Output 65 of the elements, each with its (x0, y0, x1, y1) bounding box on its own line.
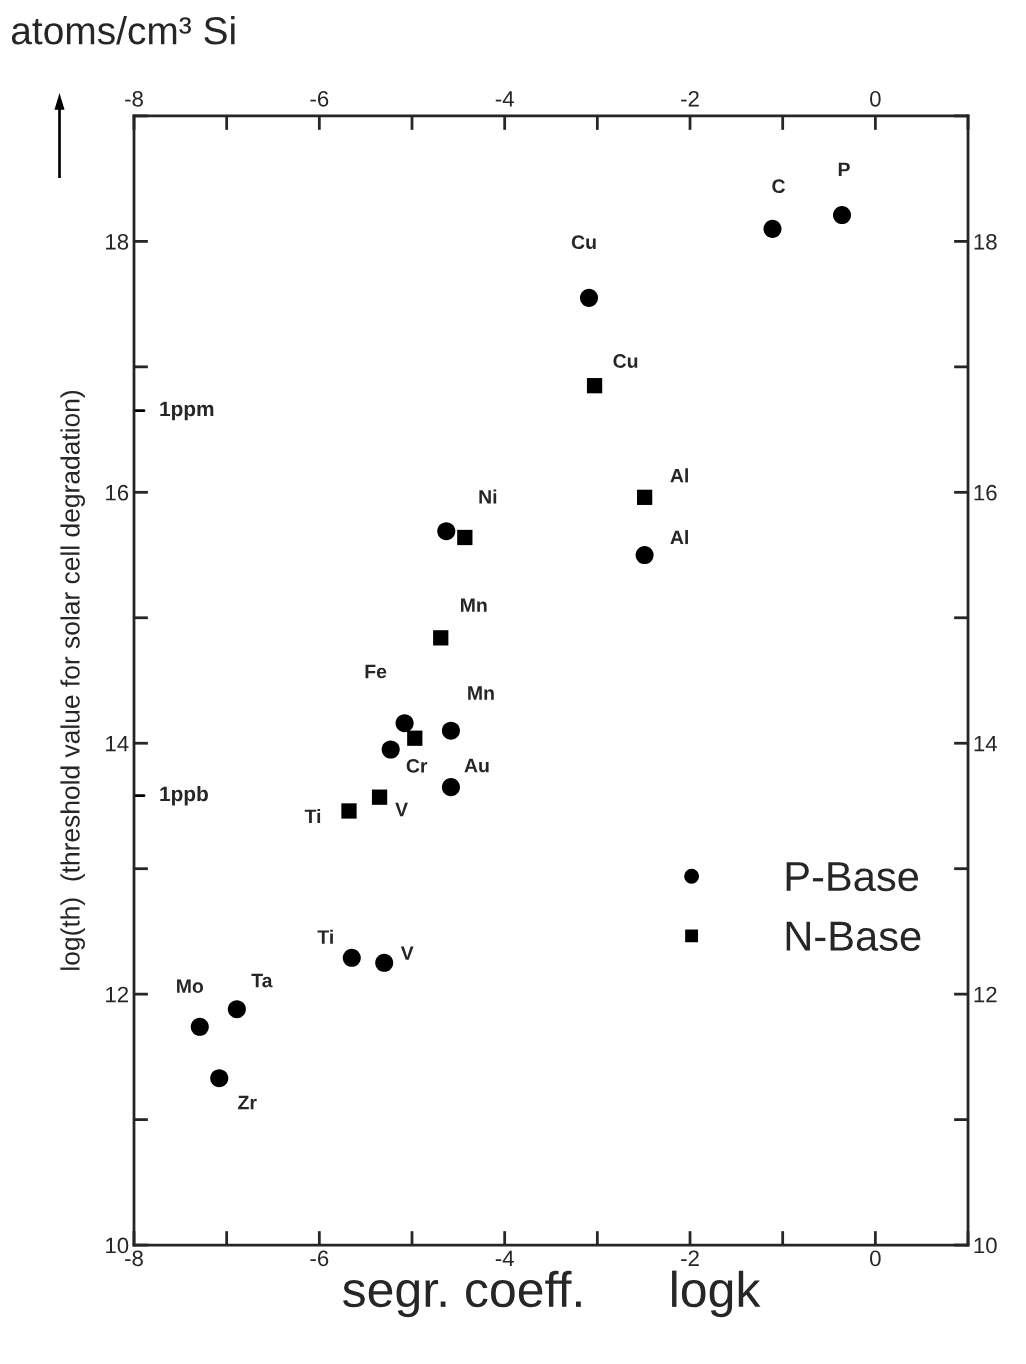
point (341, 803, 357, 819)
x2-tick-label: -6 (310, 90, 329, 107)
point (586, 378, 603, 394)
y2-tick-label: 18 (974, 233, 997, 250)
annotation: Cu (613, 354, 638, 368)
point (342, 948, 361, 967)
point (441, 721, 460, 740)
point (407, 730, 423, 746)
y-tick-label: 14 (106, 735, 129, 752)
annotation: Cu (571, 235, 596, 250)
legend-label: P-Base (786, 862, 919, 892)
point (433, 630, 449, 646)
point (227, 1000, 246, 1019)
y-tick-label: 18 (106, 233, 129, 250)
point (371, 789, 388, 805)
annotation: V (400, 946, 414, 960)
point (832, 206, 852, 225)
annotation: P (838, 162, 850, 177)
point (457, 529, 473, 546)
point (579, 288, 599, 307)
annotation: Mn (468, 686, 494, 700)
y2-tick-label: 12 (974, 986, 997, 1003)
annotation: Fe (365, 664, 387, 679)
y2-tick-label: 10 (974, 1237, 997, 1254)
chart-title: atoms/cm³ Si (11, 15, 235, 45)
x-tick-label: -4 (495, 1250, 514, 1267)
point (636, 489, 653, 505)
annotation: Ti (304, 808, 321, 823)
x2-tick-label: 0 (870, 90, 881, 107)
x-tick-label: -2 (681, 1250, 699, 1267)
annotation: C (772, 179, 785, 194)
point (381, 740, 400, 759)
annotation: V (395, 802, 408, 817)
annotation: Al (670, 468, 688, 483)
point (375, 953, 394, 972)
y-axis-title: log(th) (threshold value for solar cell degradation) (60, 390, 85, 970)
x-tick-label: -6 (310, 1250, 329, 1267)
annotation: Ta (251, 973, 273, 988)
x-axis-title: segr. coeff. logk (343, 1270, 761, 1318)
point (395, 714, 414, 733)
annotation: 1ppb (160, 785, 208, 806)
annotation: Mn (461, 598, 487, 612)
x2-tick-label: -8 (125, 90, 143, 107)
point (437, 522, 456, 541)
point (210, 1069, 229, 1088)
x2-tick-label: -4 (495, 91, 514, 107)
annotation: Zr (238, 1095, 257, 1110)
point (635, 546, 654, 565)
point (763, 219, 782, 238)
y-tick-label: 12 (106, 986, 129, 1003)
y2-tick-label: 14 (974, 735, 997, 752)
annotation: Cr (406, 758, 428, 773)
annotation: Ti (317, 929, 333, 944)
annotation: Au (464, 758, 489, 773)
annotation: Al (670, 529, 688, 545)
annotation: Ni (479, 489, 497, 504)
y-tick-label: 16 (106, 484, 129, 501)
annotation: 1ppm (160, 401, 214, 421)
legend-label: N-Base (786, 921, 921, 951)
point (190, 1017, 209, 1036)
x2-tick-label: -2 (681, 90, 699, 107)
point (441, 778, 460, 797)
y2-tick-label: 16 (974, 484, 997, 501)
x-tick-label: 0 (870, 1250, 881, 1267)
annotation: Mo (177, 979, 204, 993)
